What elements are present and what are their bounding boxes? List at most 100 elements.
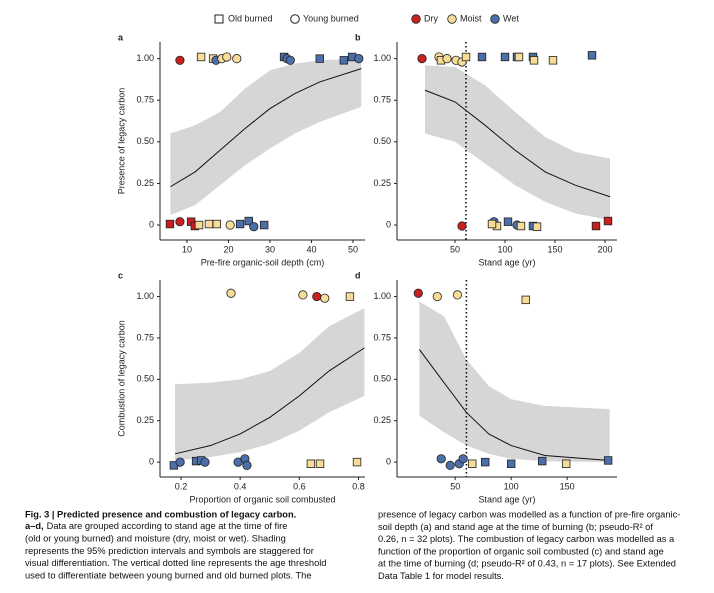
legend-dot [490, 14, 500, 24]
x-tick-label: 30 [265, 244, 275, 254]
y-tick-label: 1.00 [373, 53, 391, 63]
y-tick-label: 0.75 [373, 95, 391, 105]
point [521, 295, 530, 305]
caption-line: represents the 95% prediction intervals … [25, 546, 314, 556]
caption: Fig. 3 | Predicted presence and combusti… [25, 509, 296, 531]
point [514, 52, 524, 62]
x-tick-label: 0.2 [175, 481, 188, 491]
y-tick-label: 0.50 [373, 136, 391, 146]
panel: a 0 0.25 0.50 0.75 1.00 10 20 30 40 50 Pre-fire org… [116, 32, 365, 267]
x-tick-label: 150 [547, 244, 562, 254]
point [468, 459, 477, 468]
y-tick-label: 0.75 [136, 332, 154, 342]
point [222, 52, 232, 62]
point [249, 222, 259, 232]
y-tick-label: 0 [386, 219, 391, 229]
x-tick-label: 0.8 [352, 481, 365, 491]
x-tick-label: 20 [223, 244, 233, 254]
legend-label: Dry [424, 13, 438, 23]
y-axis-title: Presence of legacy carbon [116, 88, 126, 195]
point [417, 54, 427, 64]
panel: d 0 0.25 0.50 0.75 1.00 50 100 150 Stand age (yr) [355, 270, 617, 504]
legend-dot [411, 14, 421, 24]
prediction-interval [425, 65, 610, 221]
point [242, 460, 252, 471]
caption-line: 0.26, n = 32 plots). The combustion of l… [378, 534, 675, 544]
point [500, 52, 510, 62]
caption-text: Data are grouped according to stand age … [47, 521, 288, 531]
point [194, 220, 204, 230]
x-tick-label: 50 [450, 481, 460, 491]
x-tick-label: 0.6 [293, 481, 306, 491]
panel: c 0 0.25 0.50 0.75 1.00 0.2 0.4 0.6 0.8 Proportion… [116, 270, 365, 504]
point [175, 217, 185, 227]
point [312, 291, 322, 302]
point [259, 220, 269, 230]
point [285, 55, 295, 65]
point [445, 460, 455, 471]
fit-line [174, 347, 365, 455]
x-tick-label: 50 [450, 244, 460, 254]
panel-label: b [355, 32, 361, 42]
point [603, 216, 613, 226]
y-tick-label: 0.25 [373, 415, 391, 425]
x-tick-label: 100 [497, 244, 512, 254]
y-tick-label: 0.50 [136, 374, 154, 384]
point [587, 51, 597, 60]
point [413, 288, 423, 298]
legend-dot [447, 14, 457, 24]
x-tick-label: 50 [348, 244, 358, 254]
point [298, 290, 308, 300]
prediction-interval [175, 308, 365, 461]
point [232, 54, 242, 64]
legend: Old burned Young burned [214, 13, 359, 24]
point [320, 293, 330, 303]
point [532, 222, 542, 231]
y-tick-label: 0.25 [373, 178, 391, 188]
panel: b 0 0.25 0.50 0.75 1.00 50 100 150 200 Stand age (… [355, 32, 617, 267]
point [352, 457, 362, 467]
x-tick-label: 0.4 [234, 481, 247, 491]
point [442, 54, 452, 64]
caption-title: Fig. 3 | Predicted presence and combusti… [25, 509, 296, 519]
x-axis-title: Pre-fire organic-soil depth (cm) [201, 257, 325, 267]
x-tick-label: 150 [560, 481, 575, 491]
legend-label: Moist [460, 13, 482, 23]
y-tick-label: 1.00 [136, 53, 154, 63]
point [225, 220, 235, 230]
point [200, 457, 210, 467]
fit-line [170, 68, 362, 188]
caption-line: a–d, Data are grouped according to stand … [25, 521, 287, 531]
point [457, 221, 467, 231]
x-tick-label: 40 [306, 244, 316, 254]
point [436, 454, 446, 464]
point [306, 459, 316, 468]
point [339, 56, 349, 65]
point [516, 221, 526, 231]
point [461, 52, 471, 62]
point [315, 459, 325, 468]
fit-line [424, 89, 611, 198]
y-axis-title: Combustion of legacy carbon [116, 320, 126, 437]
fit-line [418, 349, 610, 461]
caption-line: visual differentiation. The vertical dot… [25, 558, 326, 568]
point [235, 219, 245, 229]
panel-label: a [118, 32, 124, 42]
caption-line: function of the proportion of organic so… [378, 546, 664, 556]
y-tick-label: 0 [149, 219, 154, 229]
caption-line: soil depth (a) and stand age at the time… [378, 522, 653, 532]
y-tick-label: 1.00 [136, 291, 154, 301]
point [529, 56, 539, 65]
point [477, 52, 487, 62]
point [561, 459, 571, 468]
point [345, 292, 355, 301]
panel-label: d [355, 270, 361, 280]
point [458, 454, 468, 464]
point [226, 288, 236, 298]
point [481, 457, 490, 467]
x-axis-title: Stand age (yr) [478, 494, 535, 504]
caption-line: Data Table 1 for model results. [378, 571, 504, 581]
caption-line: used to differentiate between young burn… [25, 570, 312, 580]
prediction-interval [170, 58, 362, 216]
